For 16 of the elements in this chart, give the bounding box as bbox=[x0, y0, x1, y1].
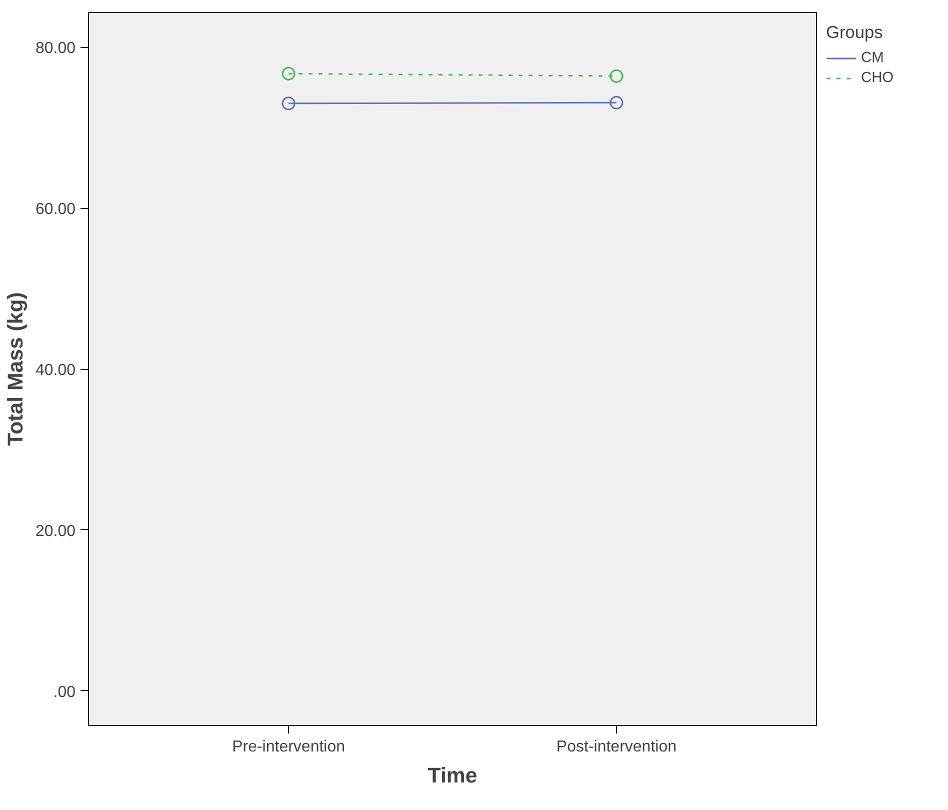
point bbox=[282, 96, 296, 110]
y-tick-label: 20.00 bbox=[35, 522, 76, 540]
legend-title: Groups bbox=[826, 22, 884, 43]
y-tick-label: .00 bbox=[53, 684, 76, 701]
y-tick-label: 40.00 bbox=[35, 362, 76, 379]
point bbox=[610, 69, 624, 83]
y-axis-title: Total Mass (kg) bbox=[3, 292, 28, 446]
point bbox=[282, 66, 296, 80]
x-tick-label: Pre-intervention bbox=[232, 738, 346, 756]
y-tick-label: 80.00 bbox=[35, 40, 76, 58]
x-tick-label: Post-intervention bbox=[556, 738, 676, 756]
point bbox=[610, 96, 624, 110]
y-tick-label: 60.00 bbox=[35, 201, 76, 218]
legend-label: CM bbox=[861, 50, 884, 66]
x-axis-title: Time bbox=[428, 764, 478, 788]
legend-label: CHO bbox=[861, 70, 894, 86]
